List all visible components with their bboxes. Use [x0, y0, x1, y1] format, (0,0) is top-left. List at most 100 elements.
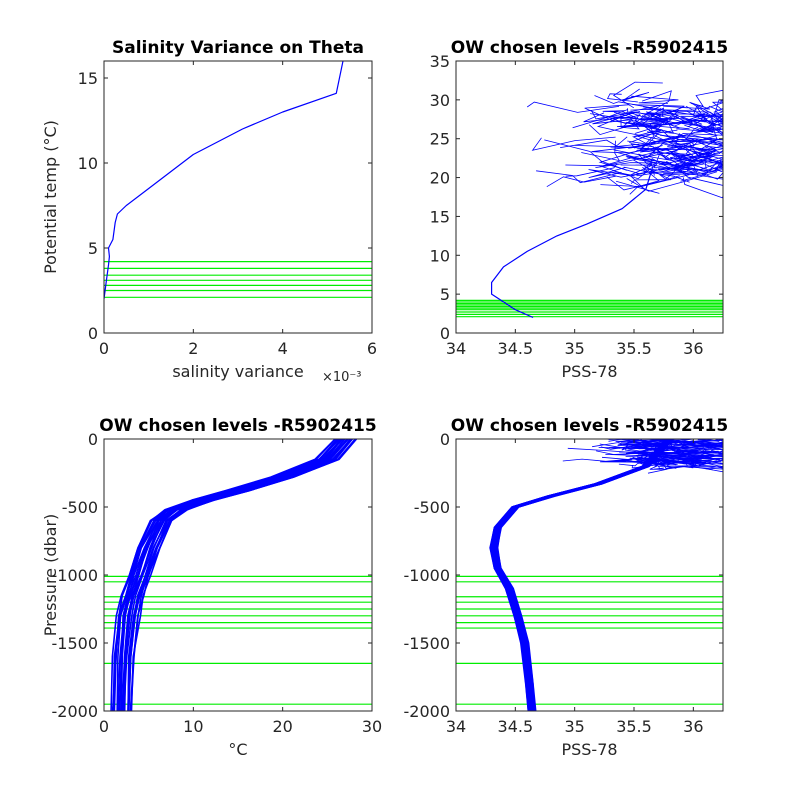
- profile-noise-line: [623, 166, 690, 183]
- profile-line: [123, 439, 350, 711]
- profile-noise-line: [641, 90, 672, 115]
- x-axis-label: salinity variance: [172, 362, 303, 381]
- profile-noise-line: [635, 163, 696, 176]
- plot-area: [104, 61, 372, 300]
- profile-noise-line: [672, 110, 723, 122]
- profile-noise-line: [653, 465, 664, 470]
- panel-4: 34 34.5 35 35.5 36 -2000 -1500 -1000 -500 0OW cho…: [404, 416, 729, 759]
- profile-line: [489, 439, 667, 711]
- y-tick-label: 0: [88, 430, 98, 449]
- profile-line: [494, 439, 672, 711]
- profile-noise-line: [667, 138, 713, 147]
- profile-noise-line: [612, 116, 702, 126]
- profile-noise-line: [705, 465, 723, 473]
- profile-noise-line: [643, 140, 696, 159]
- profile-line: [495, 439, 673, 711]
- y-tick-label: 35: [430, 52, 450, 71]
- profile-noise-line: [615, 151, 689, 170]
- profile-noise-line: [668, 439, 690, 443]
- profile-noise-line: [680, 172, 723, 180]
- profile-noise-line: [619, 88, 650, 101]
- x-tick-label: 0: [99, 717, 109, 736]
- y-tick-label: -2000: [404, 702, 451, 721]
- y-tick-label: -1000: [404, 566, 451, 585]
- profile-noise-line: [671, 152, 723, 172]
- profile-noise-line: [659, 108, 715, 133]
- profile-noise-line: [583, 112, 641, 123]
- plot-area: [456, 81, 723, 319]
- profile-line: [493, 439, 671, 711]
- x-tick-label: 34: [446, 717, 466, 736]
- profile-line: [496, 439, 673, 711]
- x-tick-label: 2: [188, 339, 198, 358]
- profile-line: [129, 439, 357, 711]
- profile-line: [104, 61, 344, 300]
- profile-noise-line: [639, 132, 660, 150]
- profile-noise-line: [643, 170, 697, 173]
- profile-line: [491, 439, 669, 711]
- x-tick-label: 34.5: [498, 717, 534, 736]
- y-tick-label: -500: [414, 498, 450, 517]
- profile-noise-line: [698, 148, 723, 158]
- x-tick-label: 35.5: [616, 717, 652, 736]
- profile-line: [496, 439, 674, 711]
- x-axis-exponent: ×10⁻³: [322, 370, 362, 385]
- profile-noise-line: [546, 175, 616, 188]
- x-tick-label: 36: [683, 339, 703, 358]
- profile-line: [493, 439, 672, 711]
- profile-noise-line: [677, 156, 723, 164]
- profile-noise-line: [650, 138, 723, 146]
- profile-noise-line: [704, 101, 723, 112]
- profile-noise-line: [632, 133, 696, 161]
- profile-noise-line: [703, 452, 723, 457]
- profile-line: [118, 439, 342, 711]
- y-tick-label: 15: [78, 69, 98, 88]
- y-tick-label: 0: [88, 324, 98, 343]
- y-tick-label: 15: [430, 207, 450, 226]
- y-tick-label: 5: [440, 285, 450, 304]
- profile-noise-line: [615, 176, 660, 194]
- profile-noise-line: [638, 146, 723, 168]
- profile-line: [492, 439, 671, 711]
- profile-line: [120, 439, 343, 711]
- profile-noise-line: [649, 465, 689, 470]
- profile-noise-line: [590, 109, 635, 121]
- profile-noise-line: [634, 106, 679, 134]
- profile-noise-line: [693, 158, 723, 173]
- profile-noise-line: [645, 111, 686, 123]
- profile-noise-line: [721, 176, 723, 179]
- profile-noise-line: [606, 175, 680, 191]
- profile-line: [491, 439, 669, 711]
- profile-noise-line: [680, 465, 694, 469]
- profile-line: [490, 439, 668, 711]
- profile-line: [121, 439, 346, 711]
- x-tick-label: 4: [278, 339, 288, 358]
- profile-noise-line: [698, 105, 723, 123]
- x-tick-label: 35: [564, 339, 584, 358]
- x-tick-label: 0: [99, 339, 109, 358]
- chart-title: OW chosen levels -R5902415: [451, 416, 728, 436]
- profile-noise-line: [644, 459, 672, 466]
- profile-noise-line: [660, 454, 723, 460]
- profile-line: [494, 439, 673, 711]
- profile-noise-line: [630, 143, 667, 159]
- profile-noise-line: [594, 95, 661, 110]
- profile-noise-line: [567, 447, 650, 454]
- profile-noise-line: [572, 116, 633, 129]
- axes-box: [103, 438, 373, 712]
- profile-noise-line: [562, 458, 636, 462]
- axes-box: [455, 438, 724, 712]
- profile-noise-line: [699, 457, 723, 463]
- y-tick-label: -1500: [404, 634, 451, 653]
- y-tick-label: 0: [440, 430, 450, 449]
- profile-noise-line: [602, 110, 643, 122]
- panel-1: 0 2 4 6 0 5 10 15 Salinity Variance on Theta sali…: [41, 38, 377, 385]
- profile-noise-line: [678, 440, 720, 447]
- profile-noise-line: [682, 444, 723, 449]
- x-tick-label: 6: [367, 339, 377, 358]
- profile-line: [490, 439, 668, 711]
- profile-noise-line: [667, 454, 723, 460]
- profile-line: [127, 439, 352, 711]
